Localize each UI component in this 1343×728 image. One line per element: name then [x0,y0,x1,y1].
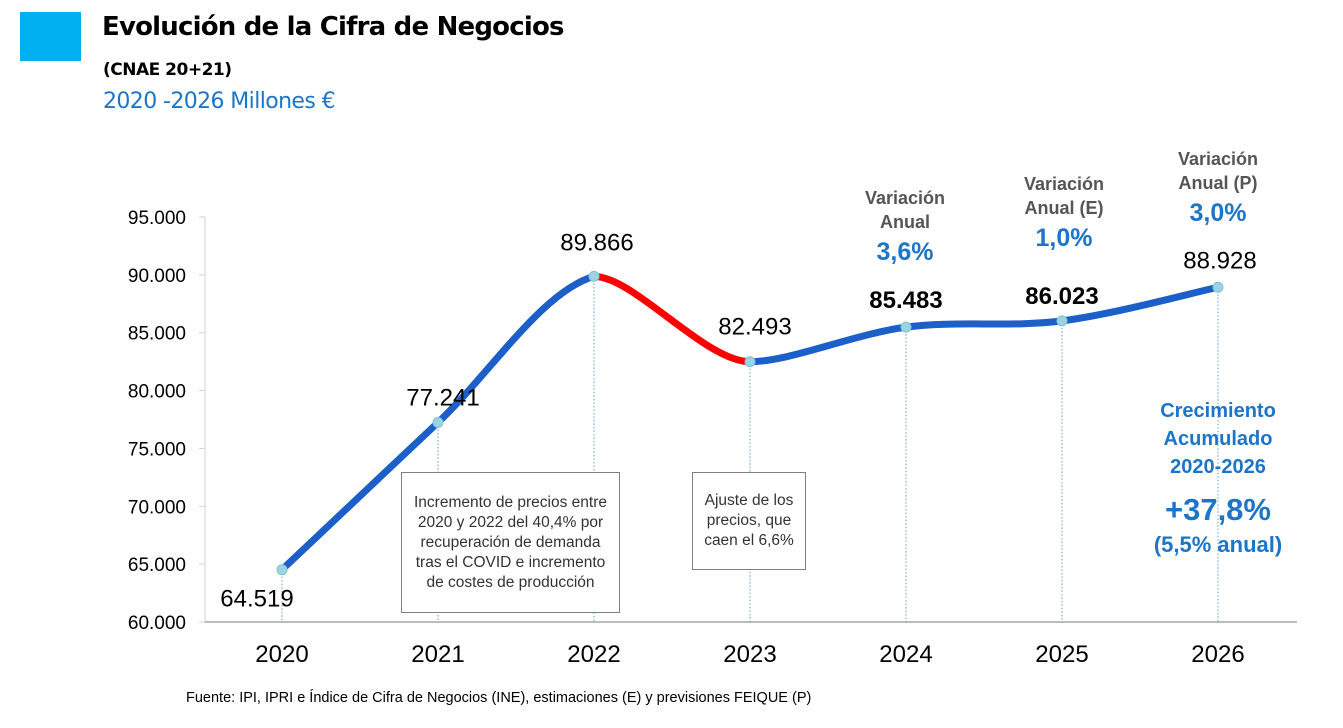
data-label-2025: 86.023 [1025,283,1098,310]
variation-heading-2025: Variación [1024,174,1104,194]
note-price-increase: Incremento de precios entre 2020 y 2022 … [401,472,620,613]
line-segment-2021-2022 [434,272,598,426]
data-label-2023: 82.493 [718,314,791,341]
line-segment-2023-2024 [746,323,910,366]
variation-heading-2026: Variación [1178,149,1258,169]
data-label-2021: 77.241 [406,384,479,411]
x-tick-label-2026: 2026 [1191,641,1244,668]
data-label-2020: 64.519 [220,586,293,613]
data-labels: 64.519 77.241 89.866 82.493 85.483 86.023 88.9… [220,229,1256,612]
y-tick-label: 75.000 [128,439,186,460]
data-point-2024 [900,321,912,333]
axes: 60.000 65.000 70.000 75.000 80.000 85.000 90.0… [128,208,1297,668]
data-point-2021 [432,416,444,428]
data-point-2020 [276,564,288,576]
x-tick-label-2025: 2025 [1035,641,1088,668]
y-tick-label: 95.000 [128,208,186,229]
data-point-2026 [1212,281,1224,293]
data-point-2023 [744,356,756,368]
cumulative-heading: Crecimiento [1160,400,1276,422]
data-label-2024: 85.483 [869,287,942,314]
cumulative-heading: Acumulado [1164,428,1273,450]
y-tick-label: 70.000 [128,497,186,518]
line-segment-2020-2021 [278,418,442,574]
variation-heading-2024: Anual [880,212,930,232]
series-line [278,272,1222,574]
variation-heading-2025: Anual (E) [1025,198,1104,218]
y-tick-label: 60.000 [128,613,186,634]
y-tick-label: 80.000 [128,382,186,403]
variation-value-2025: 1,0% [1036,224,1093,252]
cumulative-growth-annotation: Crecimiento Acumulado 2020-2026 +37,8% (5,5%… [1154,400,1282,557]
accent-square [20,12,81,61]
y-tick-label: 90.000 [128,266,186,287]
x-tick-label-2022: 2022 [567,641,620,668]
line-segment-2022-2023 [590,272,754,366]
line-segment-2024-2025 [902,317,1066,331]
data-markers [276,270,1224,576]
data-point-2022 [588,270,600,282]
y-tick-label: 65.000 [128,555,186,576]
line-segment-2025-2026 [1058,283,1222,325]
variation-value-2024: 3,6% [877,238,934,266]
y-tick-label: 85.000 [128,324,186,345]
data-label-2022: 89.866 [560,229,633,256]
x-tick-label-2024: 2024 [879,641,932,668]
cumulative-annual: (5,5% anual) [1154,532,1282,557]
data-point-2025 [1056,315,1068,327]
x-tick-label-2021: 2021 [411,641,464,668]
data-label-2026: 88.928 [1183,247,1256,274]
variation-heading-2024: Variación [865,188,945,208]
variation-value-2026: 3,0% [1190,199,1247,227]
cumulative-heading: 2020-2026 [1170,456,1266,478]
chart-period-units: 2020 -2026 Millones € [103,89,336,114]
chart-title: Evolución de la Cifra de Negocios [102,12,565,42]
note-price-adjustment: Ajuste de los precios, que caen el 6,6% [692,472,806,570]
x-tick-label-2023: 2023 [723,641,776,668]
variation-heading-2026: Anual (P) [1179,173,1258,193]
x-tick-label-2020: 2020 [255,641,308,668]
cumulative-value: +37,8% [1165,492,1271,527]
annual-variation-annotations: Variación Anual 3,6% Variación Anual (E) 1,0%… [865,149,1258,266]
chart-subtitle: (CNAE 20+21) [103,60,232,80]
source-footnote: Fuente: IPI, IPRI e Índice de Cifra de N… [186,690,812,706]
